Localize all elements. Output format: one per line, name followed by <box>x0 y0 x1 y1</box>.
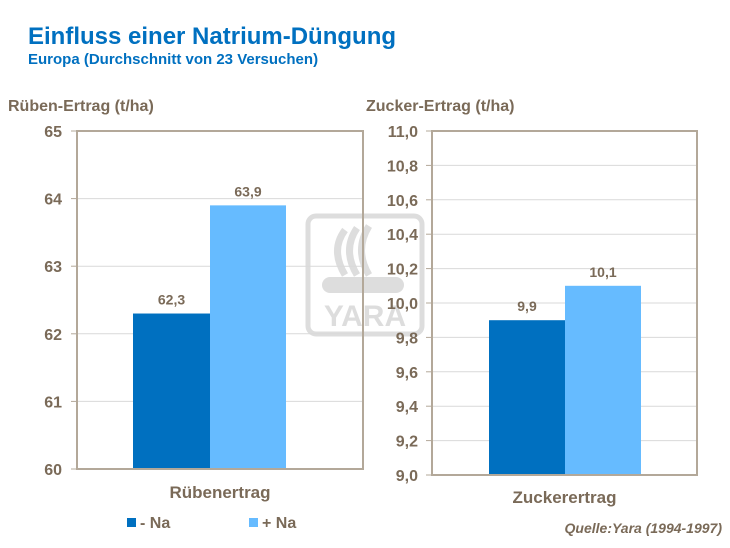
y-tick-label: 10,6 <box>387 193 418 210</box>
y-tick-label: 9,6 <box>396 365 418 382</box>
y-tick-label: 11,0 <box>388 124 418 141</box>
y-tick-label: 61 <box>44 394 62 411</box>
y-tick-label: 60 <box>44 462 62 479</box>
y-tick-label: 10,4 <box>387 227 418 244</box>
bar-minus-na <box>133 313 210 469</box>
y-tick-label: 9,8 <box>396 330 418 347</box>
y-tick-label: 10,8 <box>387 158 418 175</box>
y-tick-label: 9,2 <box>396 434 418 451</box>
legend-label-minus-na: - Na <box>140 515 170 532</box>
chart-1: Zucker-Ertrag (t/ha) 9,0 9,2 9,4 9,6 9,8 10,0 1… <box>366 98 698 507</box>
data-label: 63,9 <box>234 183 261 199</box>
y-tick-label: 10,0 <box>387 296 418 313</box>
x-category-label: Rübenertrag <box>169 483 270 502</box>
y-tick-label: 10,2 <box>387 262 418 279</box>
y-tick-label: 64 <box>44 192 62 209</box>
legend-swatch-minus-na <box>127 518 136 527</box>
y-tick-label: 9,0 <box>396 468 418 485</box>
bar-minus-na <box>489 320 565 475</box>
plot-frame <box>76 130 364 470</box>
plot-frame <box>431 130 698 476</box>
data-label: 62,3 <box>158 292 185 308</box>
y-tick-label: 63 <box>44 259 62 276</box>
y-tick-label: 62 <box>44 327 62 344</box>
watermark-text: YARA <box>324 300 406 333</box>
page-title: Einfluss einer Natrium-Düngung <box>28 23 396 50</box>
y-tick-label: 65 <box>44 124 62 141</box>
legend-label-plus-na: + Na <box>262 515 296 532</box>
data-label: 9,9 <box>517 298 537 314</box>
x-category-label: Zuckerertrag <box>513 488 617 507</box>
source-note: Quelle:Yara (1994-1997) <box>565 520 723 536</box>
bar-plus-na <box>210 205 286 470</box>
bar-plus-na <box>565 285 641 475</box>
page-subtitle: Europa (Durchschnitt von 23 Versuchen) <box>28 51 318 68</box>
legend-swatch-plus-na <box>249 518 258 527</box>
y-axis-title: Rüben-Ertrag (t/ha) <box>8 98 154 115</box>
y-tick-label: 9,4 <box>396 399 418 416</box>
chart-0: Rüben-Ertrag (t/ha) 60 61 62 63 64 65 62,3 63,9 R… <box>8 98 364 502</box>
data-label: 10,1 <box>589 264 616 280</box>
y-axis-title: Zucker-Ertrag (t/ha) <box>366 98 514 115</box>
